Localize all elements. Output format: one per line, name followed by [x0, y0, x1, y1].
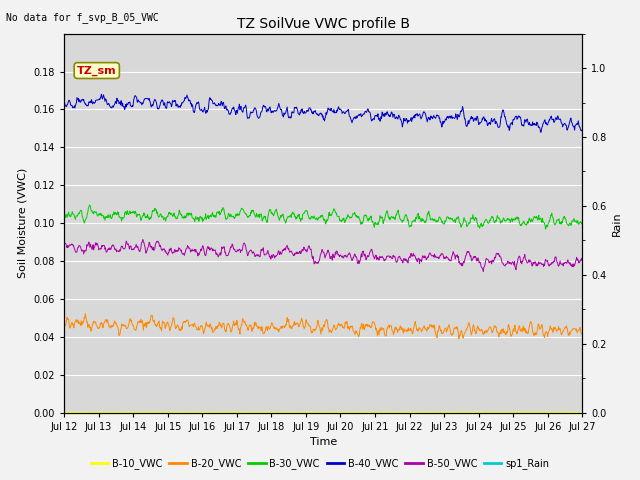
Text: No data for f_svp_B_05_VWC: No data for f_svp_B_05_VWC: [6, 12, 159, 23]
Legend: B-10_VWC, B-20_VWC, B-30_VWC, B-40_VWC, B-50_VWC, sp1_Rain: B-10_VWC, B-20_VWC, B-30_VWC, B-40_VWC, …: [87, 454, 553, 473]
Title: TZ SoilVue VWC profile B: TZ SoilVue VWC profile B: [237, 17, 410, 31]
Y-axis label: Rain: Rain: [612, 211, 622, 236]
Y-axis label: Soil Moisture (VWC): Soil Moisture (VWC): [18, 168, 28, 278]
Text: TZ_sm: TZ_sm: [77, 65, 116, 76]
X-axis label: Time: Time: [310, 437, 337, 447]
